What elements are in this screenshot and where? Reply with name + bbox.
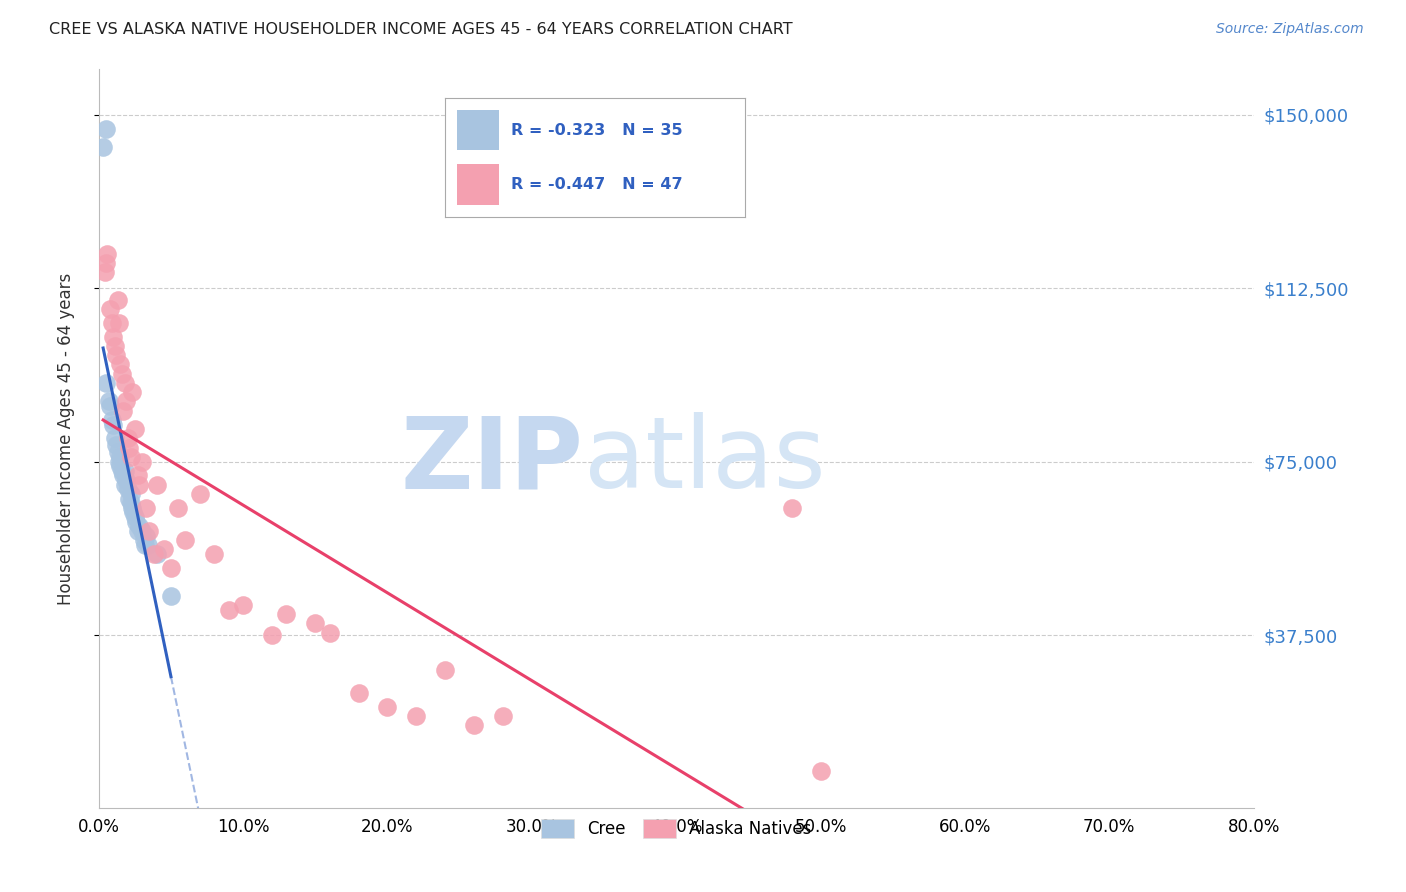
Point [121,500,143,515]
Point [124,422,146,436]
Point [232,598,254,612]
Point [810,764,832,779]
Point [111,464,134,478]
Point [94,256,117,270]
Point [94,121,117,136]
Point [94,376,117,390]
Point [127,524,149,538]
Point [131,454,153,468]
Point [276,607,298,622]
Point [115,473,138,487]
Point [135,528,157,542]
Point [98,301,121,316]
Point [103,330,125,344]
Text: CREE VS ALASKA NATIVE HOUSEHOLDER INCOME AGES 45 - 64 YEARS CORRELATION CHART: CREE VS ALASKA NATIVE HOUSEHOLDER INCOME… [49,22,793,37]
Point [121,385,143,400]
Point [107,293,129,307]
Point [114,376,136,390]
Point [434,663,457,677]
Point [167,500,190,515]
Point [108,454,131,468]
Point [202,547,225,561]
Point [112,468,135,483]
Point [142,547,165,561]
Point [131,524,153,538]
Point [98,399,121,413]
Point [128,519,150,533]
Point [127,468,149,483]
Text: ZIP: ZIP [401,412,583,509]
Point [122,506,145,520]
Point [118,491,141,506]
Point [188,487,211,501]
Point [463,718,485,732]
Point [160,589,183,603]
Point [115,394,138,409]
Point [138,524,160,538]
Point [128,477,150,491]
Point [152,542,174,557]
Text: atlas: atlas [583,412,825,509]
Point [377,699,399,714]
Point [107,445,129,459]
Point [135,500,157,515]
Point [260,628,283,642]
Point [96,246,118,260]
Point [120,496,142,510]
Point [117,483,139,497]
Point [104,339,127,353]
Point [145,477,167,491]
Point [132,533,155,548]
Point [117,432,139,446]
Point [118,441,141,455]
Point [91,140,114,154]
Point [114,477,136,491]
Point [780,500,803,515]
Point [145,547,167,561]
Point [108,316,131,330]
Point [110,450,132,464]
Point [105,348,128,362]
Point [101,413,124,427]
Point [93,265,115,279]
Point [110,358,132,372]
Point [101,316,124,330]
Point [105,438,128,452]
Point [174,533,197,548]
Point [103,417,125,432]
Point [136,538,159,552]
Point [319,625,342,640]
Legend: Cree, Alaska Natives: Cree, Alaska Natives [534,812,818,845]
Point [124,510,146,524]
Point [405,709,427,723]
Point [125,515,148,529]
Point [218,602,240,616]
Point [492,709,515,723]
Text: Source: ZipAtlas.com: Source: ZipAtlas.com [1216,22,1364,37]
Point [110,459,132,474]
Point [120,487,142,501]
Point [112,403,135,417]
Point [114,464,136,478]
Point [97,394,120,409]
Point [111,367,134,381]
Point [304,616,326,631]
Point [104,432,127,446]
Y-axis label: Householder Income Ages 45 - 64 years: Householder Income Ages 45 - 64 years [58,272,75,605]
Point [134,538,156,552]
Point [160,561,183,575]
Point [347,686,370,700]
Point [120,450,142,464]
